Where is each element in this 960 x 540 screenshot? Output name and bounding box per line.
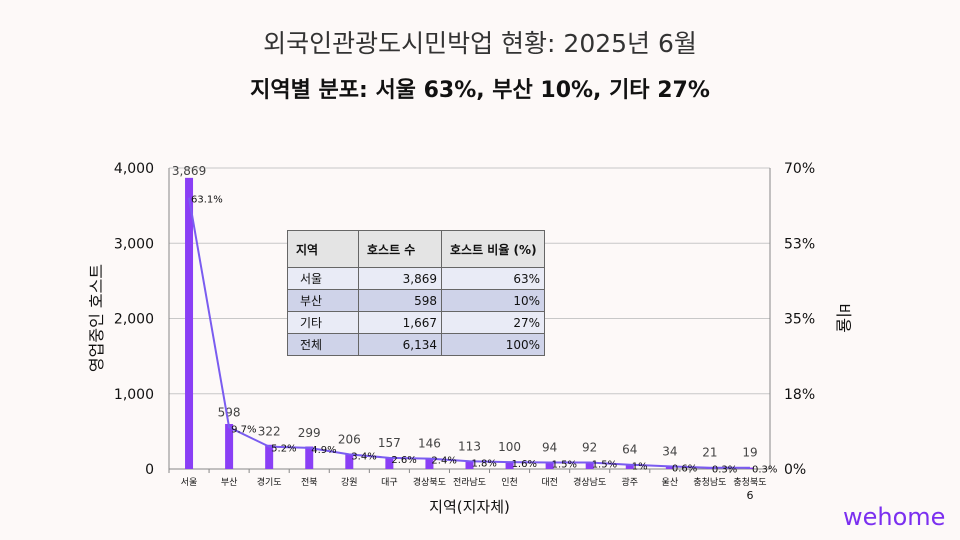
pct-label: 1.8% xyxy=(472,458,497,469)
bar-value-label: 206 xyxy=(338,432,361,446)
bar-value-label: 92 xyxy=(582,441,597,455)
bar xyxy=(425,458,434,469)
pct-label: 2.6% xyxy=(391,455,416,466)
y2-tick-label: 70% xyxy=(784,161,815,177)
x-tick-label: 광주 xyxy=(621,476,638,488)
bar-value-label: 157 xyxy=(378,436,401,450)
bar xyxy=(305,446,314,469)
table-cell: 기타 xyxy=(287,311,359,334)
page-title: 외국인관광도시민박업 현황: 2025년 6월 xyxy=(263,29,697,58)
x-tick-label: 대구 xyxy=(381,477,398,488)
table-row: 서울 3,869 63% xyxy=(287,267,545,290)
bar-value-label: 146 xyxy=(418,437,441,451)
table-cell: 3,869 xyxy=(358,267,442,290)
bar-value-label: 3,869 xyxy=(172,164,206,178)
bar xyxy=(665,466,674,469)
bar-value-label: 113 xyxy=(458,439,481,453)
x-tick-label: 서울 xyxy=(181,477,198,488)
table-cell: 100% xyxy=(441,333,545,356)
bar-value-label: 598 xyxy=(218,405,241,419)
table-row: 부산 598 10% xyxy=(287,289,545,312)
pct-label: 3.4% xyxy=(351,451,376,462)
pct-label: 4.9% xyxy=(311,445,336,456)
table-header: 호스트 수 xyxy=(358,230,442,268)
bar-value-label: 322 xyxy=(258,425,281,439)
bar-value-label: 19 xyxy=(742,446,757,460)
table-cell: 전체 xyxy=(287,333,359,356)
table-row: 전체 6,134 100% xyxy=(287,333,545,356)
bar xyxy=(545,461,554,469)
pct-label: 1.5% xyxy=(592,460,617,471)
pct-label: 1% xyxy=(632,462,648,473)
bar-value-label: 34 xyxy=(662,444,677,458)
pct-label: 9.7% xyxy=(231,424,256,435)
x-tick-label: 전라남도 xyxy=(453,477,486,488)
y2-tick-label: 35% xyxy=(784,312,815,328)
x-tick-label: 울산 xyxy=(662,477,679,488)
x-tick-label: 대전 xyxy=(541,477,558,488)
pct-label: 0.3% xyxy=(712,465,737,476)
x-tick-label: 인천 xyxy=(501,477,518,488)
y-tick-label: 3,000 xyxy=(114,236,154,252)
bar xyxy=(265,444,274,469)
page-subtitle: 지역별 분포: 서울 63%, 부산 10%, 기타 27% xyxy=(250,78,710,103)
pct-label: 0.3% xyxy=(752,465,777,476)
x-tick-label: 강원 xyxy=(341,477,358,488)
bar xyxy=(625,464,634,469)
x-tick-label: 부산 xyxy=(221,477,238,488)
y-tick-label: 2,000 xyxy=(114,312,154,328)
x-tick-label: 충청남도 xyxy=(693,477,726,488)
y2-axis-title: 비율 xyxy=(834,303,853,332)
table-cell: 부산 xyxy=(287,289,359,312)
table-cell: 10% xyxy=(441,289,545,312)
bar xyxy=(185,177,194,469)
bar-value-label: 100 xyxy=(498,440,521,454)
table-header: 호스트 비율 (%) xyxy=(441,230,545,268)
pct-label: 1.5% xyxy=(552,460,577,471)
bar xyxy=(585,462,594,469)
y2-tick-label: 18% xyxy=(784,387,815,403)
x-tick-label: 경기도 xyxy=(257,476,282,488)
bar-value-label: 94 xyxy=(542,441,557,455)
table-cell: 598 xyxy=(358,289,442,312)
bar xyxy=(225,424,234,469)
y-axis-title: 영업중인 호스트 xyxy=(87,264,106,372)
pct-label: 1.6% xyxy=(512,459,537,470)
bar xyxy=(345,453,354,469)
table-cell: 27% xyxy=(441,311,545,334)
x-tick-label: 경상남도 xyxy=(573,476,606,488)
table-cell: 6,134 xyxy=(358,333,442,356)
y-tick-label: 1,000 xyxy=(114,387,154,403)
table-cell: 1,667 xyxy=(358,311,442,334)
pct-label: 0.6% xyxy=(672,463,697,474)
bar-value-label: 64 xyxy=(622,443,637,457)
summary-table: 지역 호스트 수 호스트 비율 (%) 서울 3,869 63% 부산 598 10% … xyxy=(287,230,545,356)
ratio-line xyxy=(188,197,750,469)
x-tick-label: 경상북도 xyxy=(413,476,446,488)
bar xyxy=(505,461,514,469)
pct-label: 63.1% xyxy=(191,195,223,206)
table-header: 지역 xyxy=(287,230,359,268)
bar xyxy=(465,460,474,469)
y-tick-label: 0 xyxy=(145,462,154,478)
x-axis-title: 지역(지자체) xyxy=(429,498,510,516)
y2-tick-label: 53% xyxy=(784,236,815,252)
table-cell: 63% xyxy=(441,267,545,290)
pct-label: 2.4% xyxy=(431,456,456,467)
bar-value-label: 299 xyxy=(298,426,321,440)
x-tick-label: 충청북도 xyxy=(733,477,766,488)
wehome-logo: wehome xyxy=(843,503,946,531)
y-tick-label: 4,000 xyxy=(114,161,154,177)
x-tick-label: 전북 xyxy=(301,477,318,488)
bar-value-label: 21 xyxy=(702,446,717,460)
y2-tick-label: 0% xyxy=(784,462,806,478)
pct-label: 5.2% xyxy=(271,444,296,455)
table-cell: 서울 xyxy=(287,267,359,290)
bar xyxy=(385,457,394,469)
table-row: 기타 1,667 27% xyxy=(287,311,545,334)
extra-label: 6 xyxy=(746,489,753,502)
